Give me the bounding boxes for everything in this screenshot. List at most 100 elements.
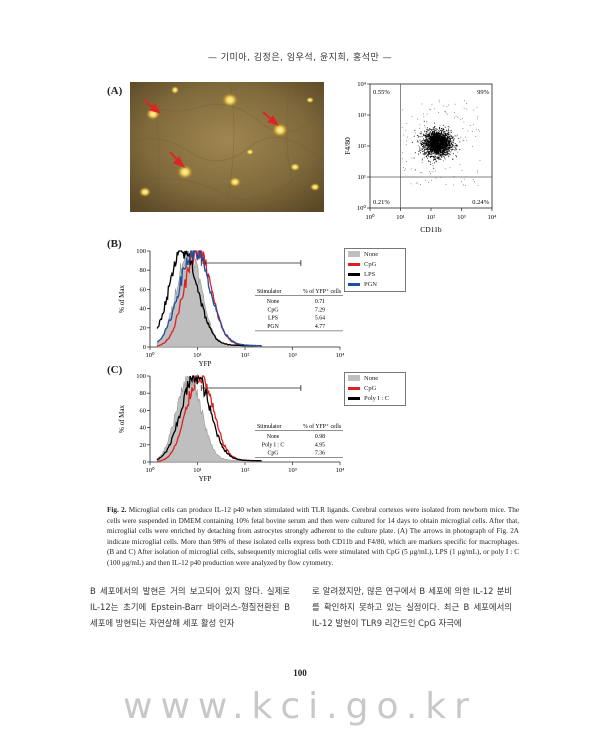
legend-swatch — [348, 251, 360, 257]
data-point — [448, 153, 450, 155]
data-point — [428, 143, 430, 145]
data-point — [440, 154, 442, 156]
data-point — [441, 128, 443, 130]
data-point — [434, 133, 436, 135]
data-point — [427, 144, 428, 146]
data-point — [417, 141, 419, 143]
data-point — [428, 140, 430, 142]
data-point — [434, 131, 435, 133]
data-point — [433, 135, 435, 137]
data-point — [425, 134, 427, 136]
data-point — [440, 139, 442, 141]
data-point — [439, 135, 441, 137]
data-point — [447, 125, 449, 127]
data-point — [456, 144, 458, 146]
data-point — [458, 137, 460, 139]
data-point — [445, 146, 447, 148]
data-point — [425, 145, 426, 147]
data-point — [446, 146, 447, 148]
x-tick-label: 10³ — [288, 352, 297, 359]
data-point — [430, 132, 432, 134]
data-point — [435, 141, 437, 142]
data-point — [428, 139, 430, 141]
data-point — [453, 153, 454, 155]
data-point — [429, 136, 431, 138]
data-point — [444, 110, 446, 112]
data-point — [432, 138, 434, 140]
data-point — [432, 159, 434, 161]
legend-label: None — [364, 374, 379, 382]
data-point — [427, 134, 429, 136]
data-point — [410, 183, 412, 185]
data-point — [421, 136, 423, 138]
data-point — [440, 152, 442, 154]
data-point — [439, 149, 441, 150]
table-cell-stimulator: CpG — [268, 307, 279, 313]
data-point — [436, 132, 438, 134]
data-point — [434, 129, 436, 131]
data-point — [433, 157, 435, 159]
data-point — [439, 139, 440, 141]
data-point — [423, 150, 425, 152]
data-point — [455, 147, 457, 149]
data-point — [428, 132, 430, 134]
data-point — [433, 143, 435, 145]
data-point — [442, 154, 444, 156]
data-point — [429, 139, 431, 141]
data-point — [435, 142, 437, 144]
data-point — [436, 137, 438, 139]
data-point — [431, 136, 433, 138]
data-point — [427, 129, 429, 131]
x-tick-label: 10⁰ — [145, 351, 155, 359]
data-point — [435, 144, 437, 145]
data-point — [447, 113, 449, 115]
data-point — [472, 109, 474, 111]
x-axis-label: YFP — [199, 475, 212, 482]
data-point — [439, 138, 441, 139]
data-point — [440, 148, 442, 150]
data-point — [435, 152, 437, 154]
data-point — [474, 181, 475, 183]
data-point — [439, 155, 441, 157]
data-point — [434, 162, 435, 164]
data-point — [433, 140, 435, 142]
data-point — [434, 149, 436, 150]
data-point — [441, 152, 443, 154]
data-point — [443, 147, 445, 149]
data-point — [436, 152, 438, 154]
data-point — [447, 144, 449, 146]
data-point — [428, 153, 430, 155]
data-point — [422, 149, 424, 150]
data-point — [442, 153, 444, 155]
data-point — [448, 140, 450, 142]
data-point — [438, 140, 440, 142]
data-point — [429, 145, 431, 147]
data-point — [437, 130, 439, 132]
data-point — [434, 149, 436, 151]
y-tick-label: 60 — [140, 286, 147, 293]
data-point — [421, 143, 423, 144]
data-point — [434, 157, 436, 159]
data-point — [433, 145, 435, 146]
data-point — [407, 136, 409, 138]
data-point — [432, 144, 434, 145]
data-point — [439, 124, 441, 126]
data-point — [439, 136, 441, 138]
data-point — [427, 151, 429, 153]
data-point — [441, 136, 443, 138]
data-point — [430, 145, 432, 147]
data-point — [450, 144, 452, 146]
data-point — [444, 141, 445, 143]
data-point — [433, 143, 435, 145]
data-point — [434, 139, 436, 141]
data-point — [432, 139, 434, 141]
data-point — [450, 146, 451, 148]
data-point — [434, 132, 435, 134]
data-point — [436, 148, 438, 149]
data-point — [431, 144, 433, 146]
table-cell-stimulator: None — [267, 299, 280, 305]
data-point — [426, 151, 428, 153]
table-cell-stimulator: Poly I : C — [262, 442, 285, 448]
data-point — [427, 160, 429, 162]
data-point — [428, 161, 430, 162]
